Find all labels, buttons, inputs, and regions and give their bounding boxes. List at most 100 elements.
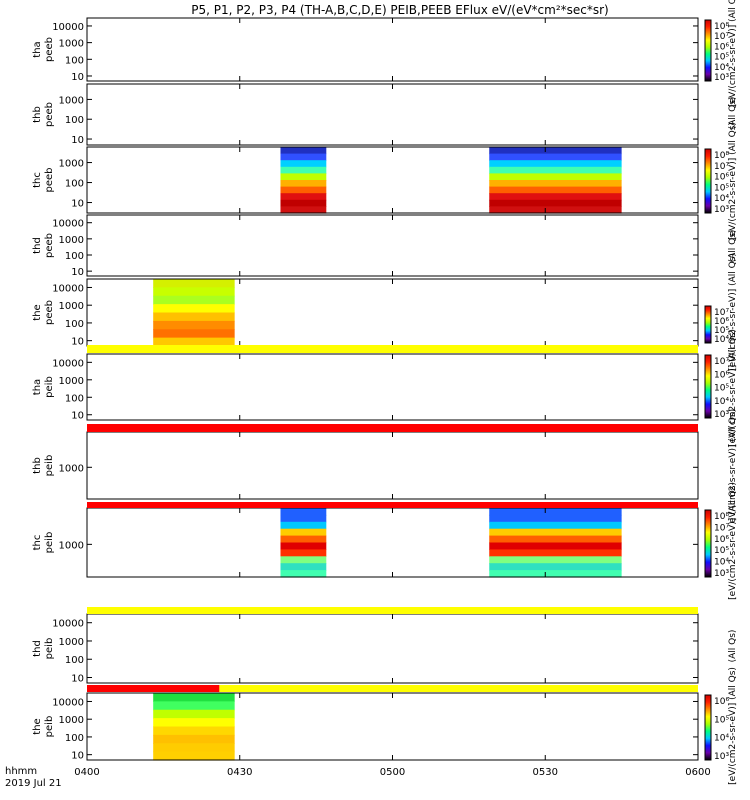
spectrogram-cell (489, 514, 622, 523)
colorbar-title: [eV/(cm2-s-sr-eV)] (All Qs) (728, 0, 738, 107)
spectrogram-cell (489, 173, 622, 181)
y-axis-label: tha (32, 379, 43, 395)
colorbar-tick-label: 10³ (714, 205, 729, 215)
colorbar (704, 19, 712, 82)
y-tick-label: 10 (71, 267, 84, 278)
y-axis-label: thc (32, 172, 43, 188)
colorbar (704, 305, 712, 344)
colorbar-title: [eV/(cm2-s-sr-eV)] (All Qs) (728, 253, 738, 371)
y-tick-label: 10 (71, 411, 84, 422)
spectrogram-cell (489, 563, 622, 571)
y-tick-label: 100 (65, 251, 84, 262)
colorbar-title: (All Qs) (728, 97, 738, 130)
y-tick-label: 10 (71, 337, 84, 348)
spectrogram-cell (280, 556, 327, 564)
colorbar-title: (All Qs) (728, 230, 738, 263)
spectrogram-cell (489, 193, 622, 201)
spectrogram-cell (280, 206, 327, 214)
spectrogram-cell (489, 570, 622, 578)
x-tick-label: 0600 (685, 767, 710, 778)
colorbar-tick-label: 10⁷ (714, 523, 729, 533)
colorbar (704, 694, 712, 761)
spectrogram-cell (153, 312, 235, 322)
colorbar-tick-label: 10⁴ (714, 63, 729, 73)
y-tick-label: 10 (71, 72, 84, 83)
colorbar-tick-label: 10⁷ (714, 357, 729, 367)
quality-strip (87, 685, 220, 692)
spectrogram-cell (489, 521, 622, 530)
spectrogram-cell (489, 508, 622, 516)
colorbar (704, 354, 712, 419)
colorbar-tick-label: 10⁷ (714, 162, 729, 172)
colorbar-tick-label: 10⁶ (714, 370, 729, 380)
panel-tha-peeb: 10000 1000 100 10 tha peeb 10⁸10⁷10⁶10⁵10⁴10³[… (32, 0, 738, 107)
y-tick-label: 1000 (59, 95, 84, 106)
colorbar-tick-label: 10⁶ (714, 42, 729, 52)
y-tick-label: 10 (71, 135, 84, 146)
spectrogram-cell (280, 153, 327, 161)
panel-thb-peib: 1000 thb peib eV/(cm2-s-sr-eV)] (All Qs) (32, 409, 738, 523)
spectrogram-cell (280, 549, 327, 557)
spectrogram-cell (153, 701, 235, 711)
time-label-date: 2019 Jul 21 (5, 778, 62, 789)
y-axis-label: peeb (44, 168, 55, 193)
spectrogram-cell (489, 542, 622, 550)
colorbar-tick-label: 10⁶ (714, 535, 729, 545)
y-tick-label: 1000 (59, 159, 84, 170)
panel-thb-peeb: 1000 100 10 thb peeb (All Qs) (32, 83, 738, 146)
spectrogram-cell (153, 751, 235, 761)
y-axis-label: peib (44, 455, 55, 477)
quality-strip (87, 607, 698, 614)
x-tick-label: 0530 (533, 767, 558, 778)
colorbar-tick-label: 10⁸ (714, 22, 729, 32)
figure-title: P5, P1, P2, P3, P4 (TH-A,B,C,D,E) PEIB,P… (191, 3, 608, 17)
y-tick-label: 10000 (52, 619, 84, 630)
spectrogram-cell (280, 193, 327, 201)
y-axis-label: peeb (44, 37, 55, 62)
spectrogram-cell (280, 542, 327, 550)
spectrogram-cell (280, 514, 327, 523)
spectrogram-cell (280, 528, 327, 537)
y-tick-label: 10000 (52, 697, 84, 708)
y-axis-label: thd (32, 237, 43, 254)
spectrogram-cell (489, 180, 622, 188)
panel-frame (86, 214, 699, 277)
y-tick-label: 10000 (52, 358, 84, 369)
colorbar-tick-label: 10⁵ (714, 183, 729, 193)
y-tick-label: 100 (65, 179, 84, 190)
spectrogram-cell (489, 147, 622, 155)
y-axis-label: thb (32, 106, 43, 123)
spectrogram-cell (153, 287, 235, 297)
y-tick-label: 10 (71, 674, 84, 685)
panel-frame (86, 83, 699, 146)
spectrogram-cell (280, 199, 327, 207)
colorbar-tick-label: 10⁷ (714, 32, 729, 42)
spectrogram-cell (153, 726, 235, 736)
spectrogram-cell (153, 329, 235, 339)
y-axis-label: peeb (44, 102, 55, 127)
y-tick-label: 10 (71, 199, 84, 210)
spectrogram-cell (489, 535, 622, 544)
y-tick-label: 1000 (59, 715, 84, 726)
spectrogram-cell (153, 693, 235, 702)
colorbar-tick-label: 10³ (714, 73, 729, 83)
x-tick-label: 0430 (227, 767, 252, 778)
spectrogram-cell (489, 528, 622, 537)
spectrogram-cell (280, 173, 327, 181)
spectrogram-cell (489, 549, 622, 557)
time-axis: 0400 0430 0500 0530 0600 (74, 767, 710, 778)
y-axis-label: peib (44, 638, 55, 660)
spectrogram-cell (153, 718, 235, 728)
colorbar-tick-label: 10⁵ (714, 546, 729, 556)
y-tick-label: 100 (65, 393, 84, 404)
spectrogram-cell (280, 186, 327, 194)
y-axis-label: tha (32, 41, 43, 57)
y-axis-label: thc (32, 535, 43, 551)
colorbar-tick-label: 10⁵ (714, 53, 729, 63)
spectrogram-cell (280, 570, 327, 578)
panel-thd-peib: 10000 1000 100 10 thd peib (All Qs) (32, 607, 738, 685)
quality-strip (87, 424, 698, 432)
panel-frame (86, 17, 699, 82)
